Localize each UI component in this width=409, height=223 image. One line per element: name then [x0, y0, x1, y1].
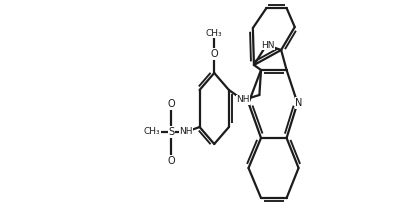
- Text: CH₃: CH₃: [144, 128, 160, 136]
- Text: CH₃: CH₃: [205, 29, 222, 37]
- Text: O: O: [167, 156, 175, 166]
- Text: NH: NH: [236, 95, 249, 105]
- Text: N: N: [295, 98, 302, 108]
- Text: O: O: [167, 99, 175, 109]
- Text: N: N: [295, 98, 302, 108]
- Text: O: O: [167, 99, 175, 109]
- Text: CH₃: CH₃: [205, 29, 222, 37]
- Text: CH₃: CH₃: [144, 128, 160, 136]
- Text: O: O: [210, 49, 218, 59]
- Text: NH: NH: [236, 95, 249, 105]
- Text: S: S: [168, 127, 174, 137]
- Text: HN: HN: [260, 41, 274, 50]
- Text: S: S: [168, 127, 174, 137]
- Text: HN: HN: [260, 41, 274, 50]
- Text: NH: NH: [179, 128, 192, 136]
- Text: NH: NH: [179, 128, 192, 136]
- Text: O: O: [210, 49, 218, 59]
- Text: O: O: [167, 156, 175, 166]
